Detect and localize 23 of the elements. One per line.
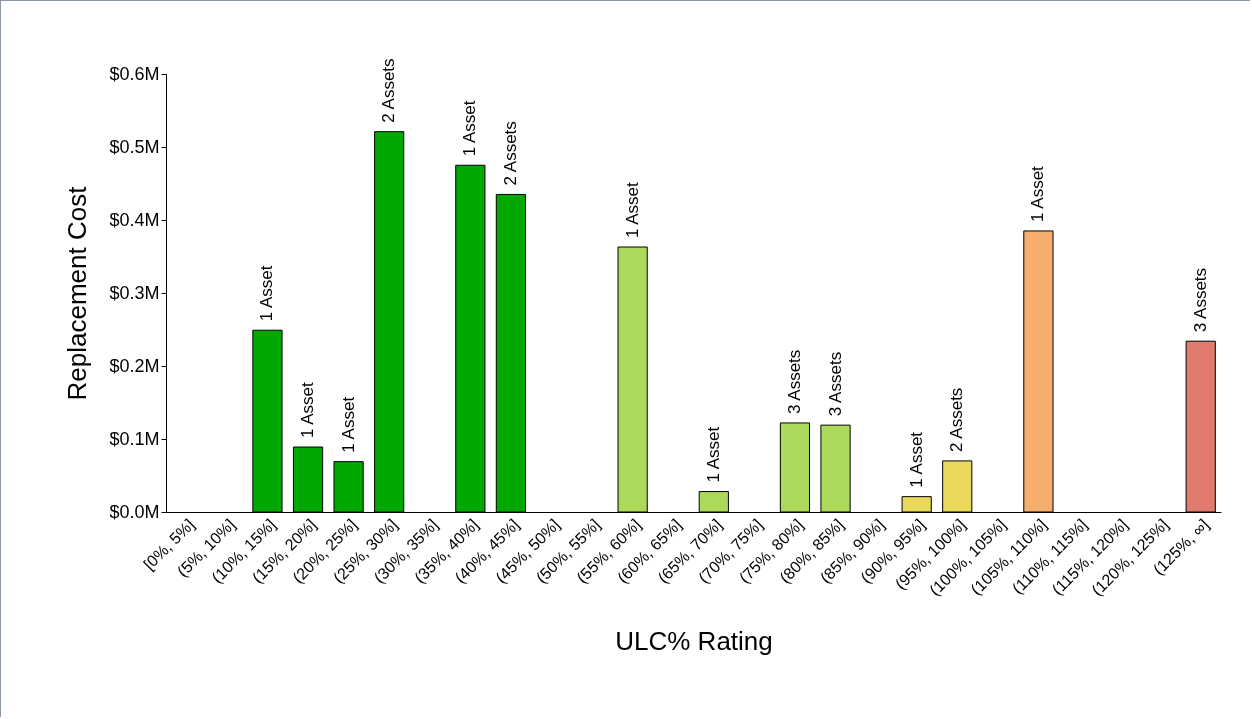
annotation: 2 Assets xyxy=(947,387,967,452)
y-tick-label: $0.3M xyxy=(109,282,160,303)
annotation: 3 Assets xyxy=(1190,267,1210,333)
annotation: 2 Assets xyxy=(500,121,520,186)
annotation: 1 Asset xyxy=(906,431,926,488)
y-tick-label: $0.0M xyxy=(109,501,160,522)
y-tick-label: $0.2M xyxy=(109,355,160,376)
annotation: 1 Asset xyxy=(338,396,358,453)
annotation: 1 Asset xyxy=(703,426,723,483)
annotation: 3 Assets xyxy=(784,349,804,414)
annotation: 1 Asset xyxy=(298,382,318,439)
y-tick-label: $0.6M xyxy=(109,63,160,84)
y-tick-label: $0.4M xyxy=(109,209,160,230)
annotation: 1 Asset xyxy=(460,100,480,157)
annotation: 3 Assets xyxy=(825,351,845,417)
y-axis-title: Replacement Cost xyxy=(62,185,93,401)
y-tick-label: $0.1M xyxy=(109,428,160,449)
annotation: 1 Asset xyxy=(1028,165,1048,222)
y-tick-label: $0.5M xyxy=(109,136,160,157)
annotation: 1 Asset xyxy=(622,181,642,239)
annotation: 2 Assets xyxy=(379,58,399,123)
x-axis-title: ULC% Rating xyxy=(615,625,773,656)
annotation: 1 Asset xyxy=(257,265,277,322)
